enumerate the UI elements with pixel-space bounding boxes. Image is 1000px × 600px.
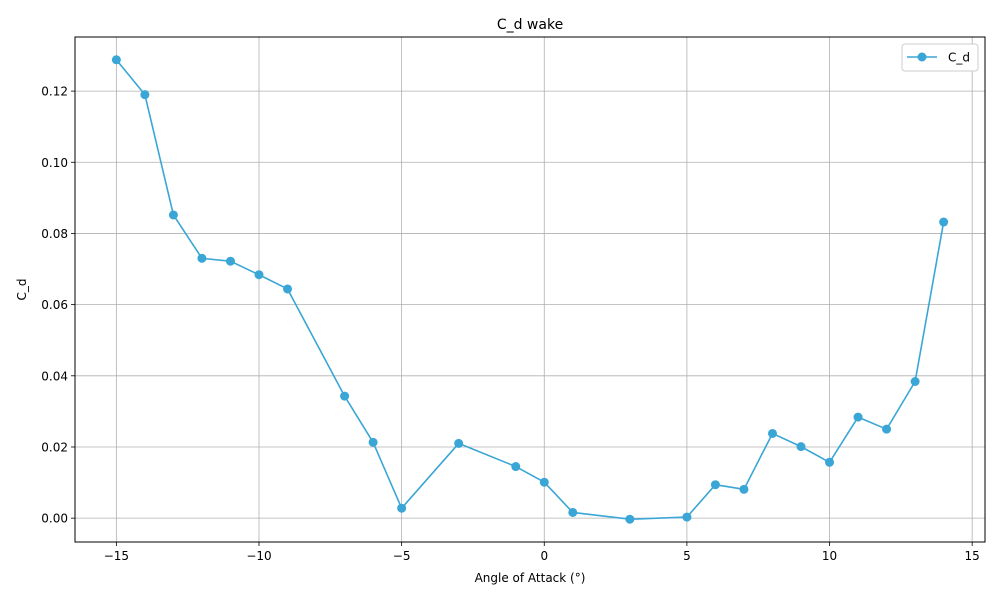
series-layer	[111, 55, 949, 524]
plot-frame	[74, 36, 986, 543]
x-axis-ticks: −15 −10 −5 0 5 10 15	[104, 542, 980, 563]
y-tick-label: 0.12	[41, 85, 68, 99]
data-point	[225, 256, 235, 266]
x-tick-label: 10	[822, 549, 837, 563]
legend-box	[901, 43, 979, 72]
data-point	[710, 480, 720, 490]
data-point	[910, 376, 920, 386]
x-tick-label: −10	[246, 549, 271, 563]
y-axis-label: C_d	[15, 279, 29, 301]
data-point	[283, 284, 293, 294]
legend-label: C_d	[948, 51, 970, 65]
data-point	[197, 253, 207, 263]
data-point	[825, 457, 835, 467]
y-tick-label: 0.06	[41, 298, 68, 312]
data-point	[140, 90, 150, 100]
x-tick-label: 15	[965, 549, 980, 563]
data-point	[511, 462, 521, 472]
data-point	[368, 437, 378, 447]
data-point	[767, 428, 777, 438]
x-tick-label: −15	[104, 549, 129, 563]
x-tick-label: 5	[683, 549, 691, 563]
data-point	[454, 438, 464, 448]
data-point	[796, 442, 806, 452]
data-point	[340, 391, 350, 401]
x-tick-label: 0	[540, 549, 548, 563]
data-point	[397, 503, 407, 513]
data-point	[853, 412, 863, 422]
grid	[75, 37, 985, 542]
data-point	[625, 514, 635, 524]
data-point	[682, 512, 692, 522]
data-point	[111, 55, 121, 65]
data-point	[168, 210, 178, 220]
data-point	[254, 270, 264, 280]
data-point	[539, 477, 549, 487]
y-tick-label: 0.00	[41, 512, 68, 526]
y-tick-label: 0.10	[41, 156, 68, 170]
y-axis-ticks: 0.00 0.02 0.04 0.06 0.08 0.10 0.12	[41, 85, 75, 526]
y-tick-label: 0.02	[41, 440, 68, 454]
y-tick-label: 0.08	[41, 227, 68, 241]
data-point	[568, 507, 578, 517]
y-tick-label: 0.04	[41, 369, 68, 383]
legend-marker	[917, 52, 927, 62]
data-point	[739, 484, 749, 494]
legend: C_d	[901, 43, 979, 72]
data-point	[882, 424, 892, 434]
x-tick-label: −5	[393, 549, 411, 563]
data-point	[939, 217, 949, 227]
chart-title: C_d wake	[497, 17, 563, 33]
x-axis-label: Angle of Attack (°)	[475, 571, 586, 585]
